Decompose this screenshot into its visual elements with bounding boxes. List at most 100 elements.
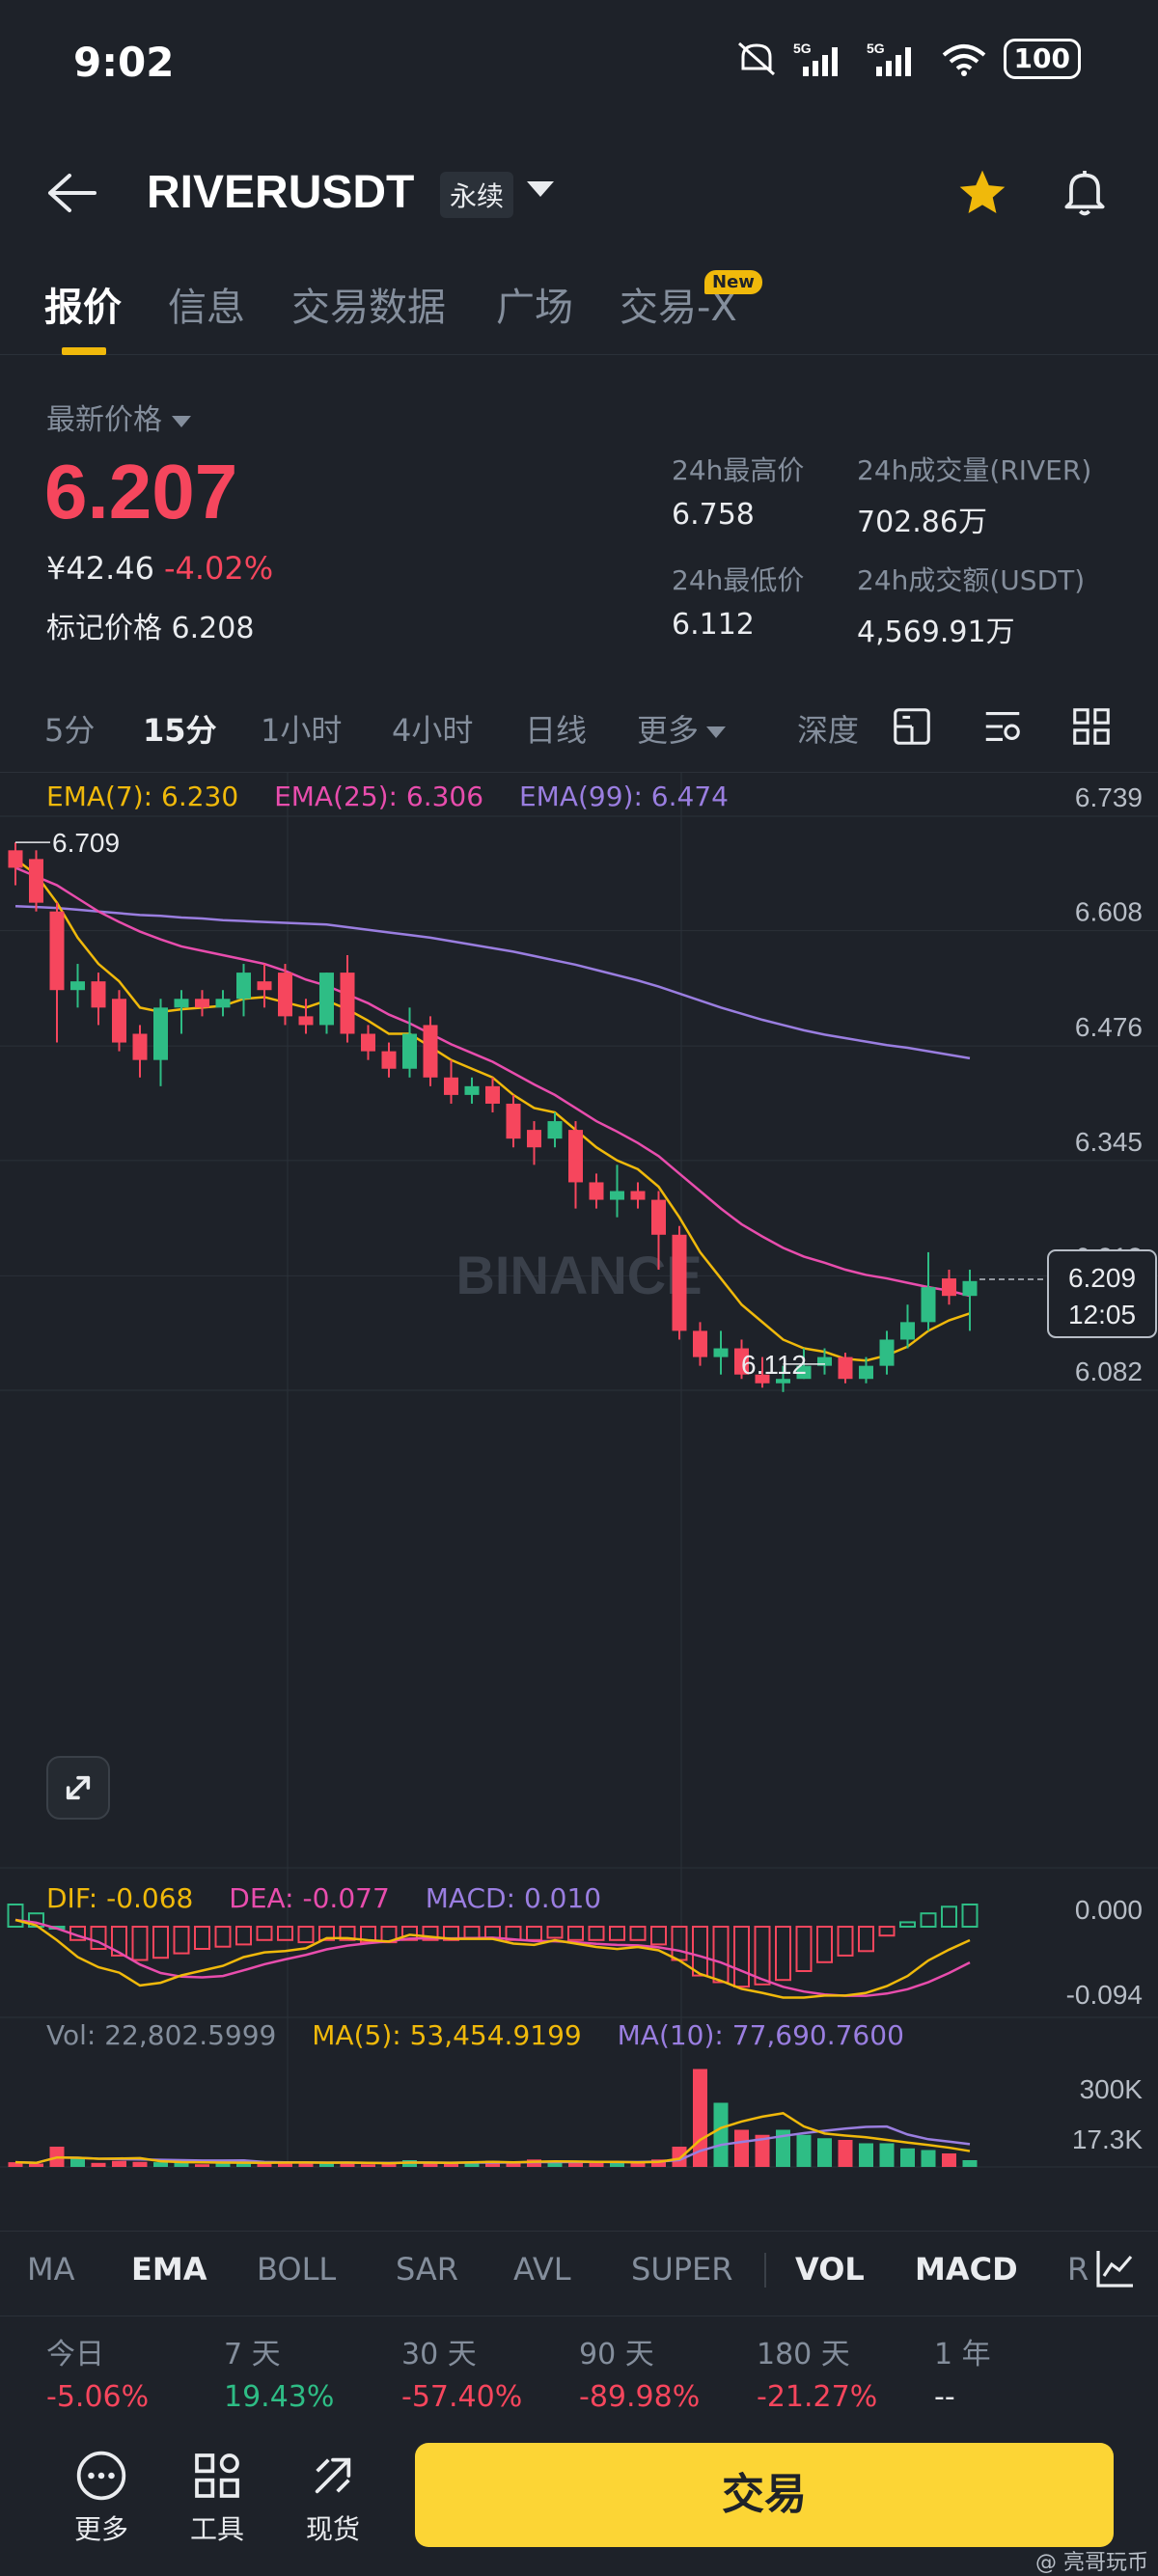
perf-30d: 30 天 -57.40% bbox=[401, 2330, 522, 2414]
volume-bar bbox=[713, 2102, 729, 2167]
trade-button[interactable]: 交易 bbox=[415, 2443, 1114, 2547]
more-button[interactable]: 更多 bbox=[58, 2449, 145, 2547]
tab-square[interactable]: 广场 bbox=[496, 286, 573, 330]
stat-24h-low: 24h最低价 6.112 bbox=[672, 560, 804, 642]
candle-body bbox=[630, 1191, 646, 1200]
status-icons: 5G 5G 100 bbox=[735, 39, 1081, 79]
tab-trading-data[interactable]: 交易数据 bbox=[291, 286, 446, 330]
chart-indicator-icon[interactable] bbox=[1092, 2245, 1139, 2291]
price-tick-label: 6.345 bbox=[1075, 1127, 1143, 1157]
macd-bar bbox=[629, 1926, 647, 1941]
user-watermark: @ 亮哥玩币 bbox=[1035, 2551, 1148, 2575]
interval-4h[interactable]: 4小时 bbox=[392, 712, 474, 749]
dif-line bbox=[14, 1918, 971, 1999]
status-bar: 9:02 5G 5G 100 bbox=[0, 0, 1158, 130]
volume-bar bbox=[298, 2163, 314, 2167]
low-marker-label: 6.112 bbox=[741, 1350, 807, 1380]
volume-bar bbox=[589, 2162, 604, 2167]
interval-15m[interactable]: 15分 bbox=[143, 712, 217, 749]
candle-body bbox=[859, 1365, 873, 1380]
fullscreen-button[interactable] bbox=[46, 1756, 110, 1820]
stat-24h-turnover: 24h成交额(USDT) 4,569.91万 bbox=[857, 560, 1085, 650]
volume-bar bbox=[444, 2163, 458, 2167]
indicator-ma[interactable]: MA bbox=[27, 2251, 75, 2288]
candle-body bbox=[755, 1374, 770, 1384]
fiat-price-row: ¥42.46 -4.02% bbox=[46, 550, 273, 587]
interval-more[interactable]: 更多 bbox=[637, 706, 727, 751]
indicator-sar[interactable]: SAR bbox=[396, 2251, 459, 2288]
indicator-avl[interactable]: AVL bbox=[513, 2251, 571, 2288]
indicator-boll[interactable]: BOLL bbox=[257, 2251, 337, 2288]
volume-bar bbox=[942, 2153, 956, 2167]
macd-bar bbox=[339, 1926, 356, 1941]
vol-ma5-line bbox=[14, 2112, 971, 2165]
candle-body bbox=[195, 999, 209, 1008]
candle-body bbox=[942, 1278, 956, 1297]
spot-label: 现货 bbox=[305, 2513, 360, 2545]
interval-5m[interactable]: 5分 bbox=[44, 712, 96, 749]
back-arrow-icon[interactable] bbox=[44, 172, 98, 214]
candle-body bbox=[8, 850, 23, 868]
candle-body bbox=[91, 981, 106, 1008]
tools-button[interactable]: 工具 bbox=[174, 2449, 261, 2547]
indicator-rsi-partial[interactable]: R bbox=[1067, 2251, 1089, 2288]
candle-body bbox=[817, 1357, 832, 1366]
macd-bar bbox=[131, 1926, 149, 1961]
time-label: 2026-04-28 17:45 bbox=[574, 2167, 787, 2172]
macd-panel: 0.000 -0.094 bbox=[7, 1895, 1143, 2010]
macd-legend: DIF: -0.068 DEA: -0.077 MACD: 0.010 bbox=[46, 1882, 628, 1914]
stat-value: 6.112 bbox=[672, 608, 755, 642]
performance-row: 今日 -5.06% 7 天 19.43% 30 天 -57.40% 90 天 -… bbox=[0, 2316, 1158, 2431]
current-price-label: 6.209 bbox=[1068, 1263, 1136, 1293]
perf-label: 7 天 bbox=[224, 2338, 281, 2371]
depth-tab[interactable]: 深度 bbox=[797, 712, 860, 749]
volume-legend: Vol: 22,802.5999 MA(5): 53,454.9199 MA(1… bbox=[46, 2019, 931, 2051]
dif-legend: DIF: -0.068 bbox=[46, 1882, 194, 1914]
stat-label: 24h最高价 bbox=[672, 454, 805, 486]
volume-bar bbox=[174, 2162, 189, 2167]
indicator-settings-icon[interactable] bbox=[980, 704, 1025, 749]
perf-label: 90 天 bbox=[579, 2338, 654, 2371]
favorite-star-icon[interactable] bbox=[955, 166, 1009, 220]
volume-bar bbox=[381, 2163, 397, 2167]
symbol-title[interactable]: RIVERUSDT bbox=[147, 167, 415, 218]
indicator-ema[interactable]: EMA bbox=[131, 2251, 207, 2288]
mark-price-row: 标记价格 6.208 bbox=[46, 604, 254, 646]
interval-1d[interactable]: 日线 bbox=[525, 712, 588, 749]
tab-quote[interactable]: 报价 bbox=[44, 286, 122, 330]
volume-bar bbox=[485, 2160, 500, 2167]
interval-1h[interactable]: 1小时 bbox=[261, 712, 343, 749]
mute-icon bbox=[737, 41, 775, 76]
macd-bar bbox=[671, 1926, 688, 1961]
macd-bar bbox=[733, 1926, 750, 1988]
stat-24h-volume: 24h成交量(RIVER) 702.86万 bbox=[857, 450, 1091, 540]
macd-bar bbox=[858, 1926, 874, 1953]
stat-label: 24h最低价 bbox=[672, 564, 805, 596]
indicator-macd[interactable]: MACD bbox=[915, 2251, 1018, 2288]
spot-button[interactable]: 现货 bbox=[290, 2449, 376, 2547]
indicator-super[interactable]: SUPER bbox=[631, 2251, 733, 2288]
macd-tick-label: 0.000 bbox=[1075, 1895, 1143, 1925]
indicator-vol[interactable]: VOL bbox=[795, 2251, 865, 2288]
tab-info[interactable]: 信息 bbox=[168, 286, 245, 330]
symbol-dropdown-icon[interactable] bbox=[527, 181, 554, 197]
price-markers: 6.709 6.112 6.209 12:05 bbox=[15, 828, 1157, 1380]
perf-label: 30 天 bbox=[401, 2338, 477, 2371]
volume-bar bbox=[423, 2162, 438, 2167]
chart-settings-icon[interactable] bbox=[890, 704, 934, 749]
price-tick-label: 6.739 bbox=[1075, 782, 1143, 812]
macd-bar bbox=[297, 1926, 315, 1944]
candle-body bbox=[444, 1077, 458, 1095]
bell-icon[interactable] bbox=[1058, 164, 1112, 218]
candles bbox=[8, 842, 978, 1392]
grid-layout-icon[interactable] bbox=[1069, 704, 1114, 749]
perf-value: -89.98% bbox=[579, 2380, 701, 2414]
latest-price-selector[interactable]: 最新价格 bbox=[46, 396, 191, 438]
expand-icon bbox=[66, 1775, 91, 1800]
dea-legend: DEA: -0.077 bbox=[229, 1882, 390, 1914]
volume-bar bbox=[630, 2161, 646, 2167]
volume-bar bbox=[70, 2158, 85, 2167]
new-badge: New bbox=[704, 270, 762, 294]
